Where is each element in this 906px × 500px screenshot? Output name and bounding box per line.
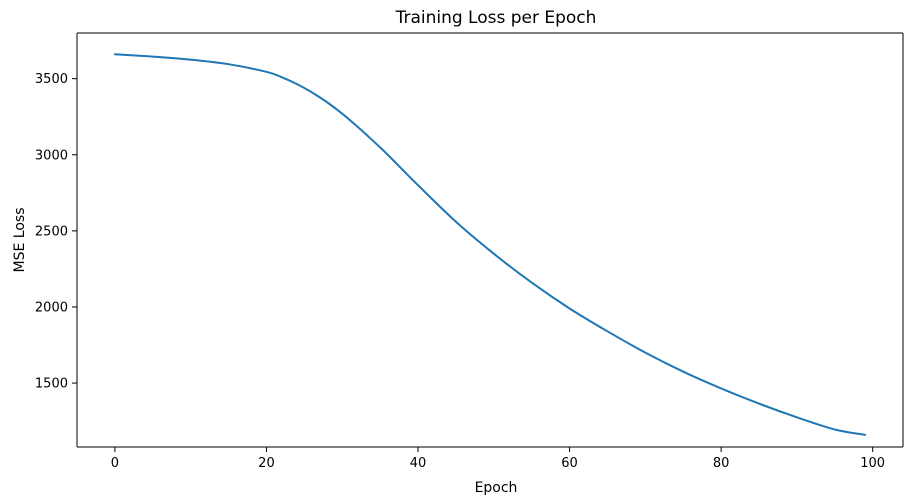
series-layer [113, 53, 867, 436]
x-tick-label-0: 0 [111, 456, 119, 471]
x-axis-label: Epoch [475, 480, 518, 496]
x-tick-label-3: 60 [561, 456, 578, 471]
x-tick-label-5: 100 [860, 456, 885, 471]
x-tick-label-4: 80 [713, 456, 730, 471]
chart-title: Training Loss per Epoch [395, 8, 597, 28]
x-tick-label-1: 20 [258, 456, 275, 471]
series-line-0 [113, 53, 867, 436]
x-axis-ticks: 0 20 40 60 80 100 [111, 447, 885, 471]
y-tick-label-3: 3000 [35, 148, 68, 163]
y-tick-label-1: 2000 [35, 300, 68, 315]
y-axis-ticks: 1500 2000 2500 3000 3500 [35, 72, 77, 392]
y-tick-label-4: 3500 [35, 72, 68, 87]
y-tick-label-0: 1500 [35, 377, 68, 392]
y-axis-label: MSE Loss [12, 208, 28, 273]
x-tick-label-2: 40 [410, 456, 427, 471]
y-tick-label-2: 2500 [35, 224, 68, 239]
